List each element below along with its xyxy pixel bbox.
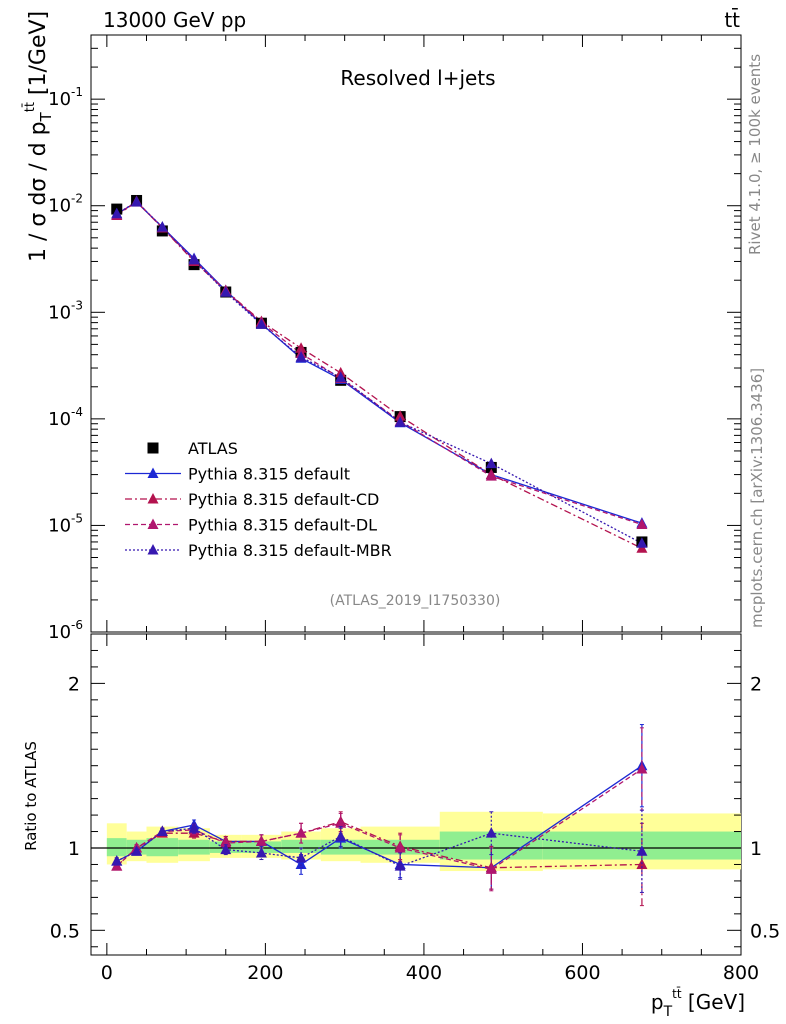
ratio-y-tick-label: 0.5 xyxy=(50,920,80,942)
mc-point-cd xyxy=(295,342,307,353)
mc-point-dl xyxy=(636,518,648,530)
uncertainty-band-inner xyxy=(178,839,210,855)
main-frame xyxy=(90,34,742,633)
ratio-point-mbr xyxy=(220,843,232,855)
legend-marker-cd xyxy=(147,493,159,504)
ratio-point-default xyxy=(295,858,307,869)
x-axis-label: pTtt̄ [GeV] xyxy=(651,987,745,1020)
analysis-id: (ATLAS_2019_I1750330) xyxy=(330,593,501,609)
mc-point-mbr xyxy=(220,286,232,297)
ratio-point-mbr xyxy=(485,827,497,838)
ratio-point-dl xyxy=(255,835,267,846)
ratio-y-tick-label-right: 1 xyxy=(750,838,762,860)
ratio-frame xyxy=(90,633,742,956)
uncertainty-band-inner xyxy=(106,838,127,857)
y-tick-label: 10-4 xyxy=(48,405,83,430)
ratio-y-label: Ratio to ATLAS xyxy=(22,741,40,851)
x-tick-label: 0 xyxy=(101,962,113,984)
y-tick-label: 10-3 xyxy=(48,298,83,323)
y-tick-label: 10-1 xyxy=(48,85,83,110)
x-tick-label: 600 xyxy=(564,962,600,984)
ratio-point-dl xyxy=(394,842,406,853)
series-line-dl xyxy=(116,200,643,526)
ratio-point-mbr xyxy=(636,845,648,856)
y-tick-label: 10-6 xyxy=(48,618,83,643)
legend-marker-atlas xyxy=(147,442,159,454)
ratio-y-tick-label-right: 2 xyxy=(750,673,762,695)
ratio-point-mbr xyxy=(131,845,143,856)
ratio-point-mbr xyxy=(188,822,200,833)
rivet-version: Rivet 4.1.0, ≥ 100k events xyxy=(746,54,764,255)
ratio-y-tick-label: 1 xyxy=(68,838,80,860)
uncertainty-band-inner xyxy=(281,839,321,853)
header-right: tt̄ xyxy=(724,7,740,32)
y-tick-label: 10-5 xyxy=(48,511,83,536)
mc-point-mbr xyxy=(156,221,168,232)
x-tick-label: 800 xyxy=(723,962,759,984)
mc-point-mbr xyxy=(295,351,307,362)
header-left: 13000 GeV pp xyxy=(103,8,246,32)
legend-label-mbr: Pythia 8.315 default-MBR xyxy=(188,541,392,560)
x-tick-label: 400 xyxy=(406,962,442,984)
legend-marker-dl xyxy=(147,518,159,529)
ratio-point-dl xyxy=(335,817,347,828)
mc-point-dl xyxy=(485,470,497,481)
legend-marker-mbr xyxy=(147,544,159,555)
main-y-label: 1 / σ dσ / d pTtt̄ [1/GeV] xyxy=(23,11,55,262)
ratio-point-dl xyxy=(485,863,497,874)
ratio-point-mbr xyxy=(394,860,406,871)
legend-label-cd: Pythia 8.315 default-CD xyxy=(188,490,379,509)
mc-point-mbr xyxy=(485,457,497,469)
mc-point-mbr xyxy=(111,207,123,219)
mc-point-mbr xyxy=(255,318,267,329)
ratio-point-mbr xyxy=(295,851,307,863)
ratio-point-mbr xyxy=(156,825,168,837)
ratio-point-mbr xyxy=(111,855,123,866)
legend-label-atlas: ATLAS xyxy=(188,439,238,458)
chart-title: Resolved l+jets xyxy=(340,66,495,90)
ratio-point-mbr xyxy=(335,830,347,841)
mcplots-credit: mcplots.cern.ch [arXiv:1306.3436] xyxy=(748,368,766,628)
ratio-y-tick-label: 2 xyxy=(68,673,80,695)
uncertainty-band-inner xyxy=(146,838,179,857)
ratio-y-tick-label-right: 0.5 xyxy=(750,920,780,942)
mc-point-mbr xyxy=(335,371,347,382)
mc-point-mbr xyxy=(636,537,648,548)
mc-point-mbr xyxy=(131,195,143,207)
mc-point-mbr xyxy=(188,253,200,265)
mc-point-mbr xyxy=(394,416,406,427)
y-tick-label: 10-2 xyxy=(48,192,83,217)
legend-label-dl: Pythia 8.315 default-DL xyxy=(188,516,377,535)
ratio-point-dl xyxy=(636,762,648,774)
ratio-point-dl xyxy=(295,827,307,838)
legend-marker-default xyxy=(147,467,159,478)
legend-label-default: Pythia 8.315 default xyxy=(188,465,350,484)
ratio-point-dl xyxy=(220,837,232,848)
ratio-point-mbr xyxy=(255,846,267,858)
x-tick-label: 200 xyxy=(247,962,283,984)
